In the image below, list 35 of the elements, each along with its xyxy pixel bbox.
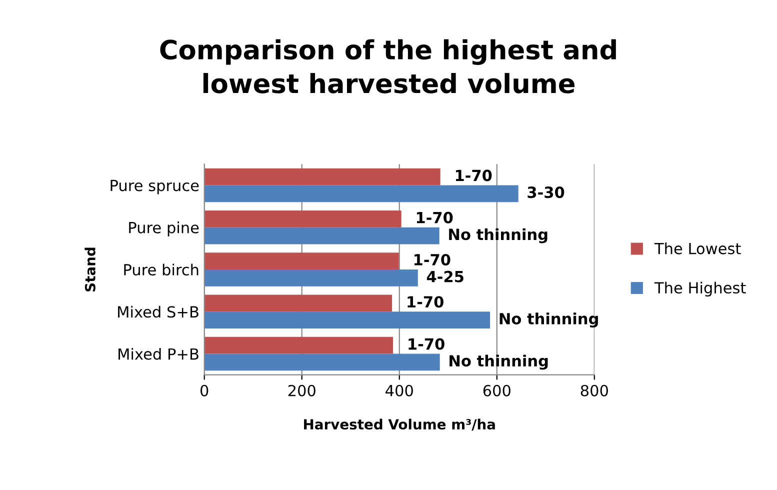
- y-tick-label: Pure birch: [124, 264, 198, 276]
- y-tick-label: Pure spruce: [110, 180, 199, 194]
- data-label: No thinning: [500, 312, 598, 328]
- y-tick-label: Mixed S+B: [118, 306, 198, 318]
- bar: [204, 252, 399, 270]
- bar: [204, 185, 518, 202]
- bar: [204, 227, 440, 244]
- bar: [204, 210, 402, 228]
- data-label: 1-70: [408, 296, 444, 308]
- chart-title: Comparison of the highest and lowest harvested volume: [160, 39, 616, 94]
- legend-label: The Lowest: [654, 242, 741, 254]
- x-tick-label: 0: [200, 384, 208, 396]
- bar: [204, 294, 392, 312]
- y-tick-label: Mixed P+B: [118, 348, 198, 360]
- bar: [204, 336, 394, 354]
- x-tick-label: 600: [483, 384, 510, 396]
- x-axis-title: Harvested Volume m³/ha: [304, 418, 495, 431]
- data-label: 1-70: [408, 338, 444, 350]
- data-label: 4-25: [426, 270, 464, 282]
- x-tick-label: 200: [288, 384, 316, 396]
- data-label: No thinning: [449, 228, 548, 244]
- data-label: 1-70: [416, 212, 453, 224]
- data-label: 1-70: [456, 170, 492, 182]
- x-tick-label: 400: [386, 384, 413, 396]
- bar: [204, 354, 440, 371]
- legend-label: The Highest: [654, 282, 746, 297]
- y-axis-title: Stand: [84, 248, 96, 292]
- data-label: 1-70: [414, 254, 450, 266]
- bar: [204, 312, 490, 328]
- bar: [204, 168, 440, 186]
- data-label: No thinning: [450, 354, 548, 370]
- bar: [204, 270, 418, 286]
- data-label: 3-30: [528, 186, 564, 198]
- y-tick-label: Pure pine: [129, 222, 199, 236]
- x-tick-label: 800: [580, 384, 608, 396]
